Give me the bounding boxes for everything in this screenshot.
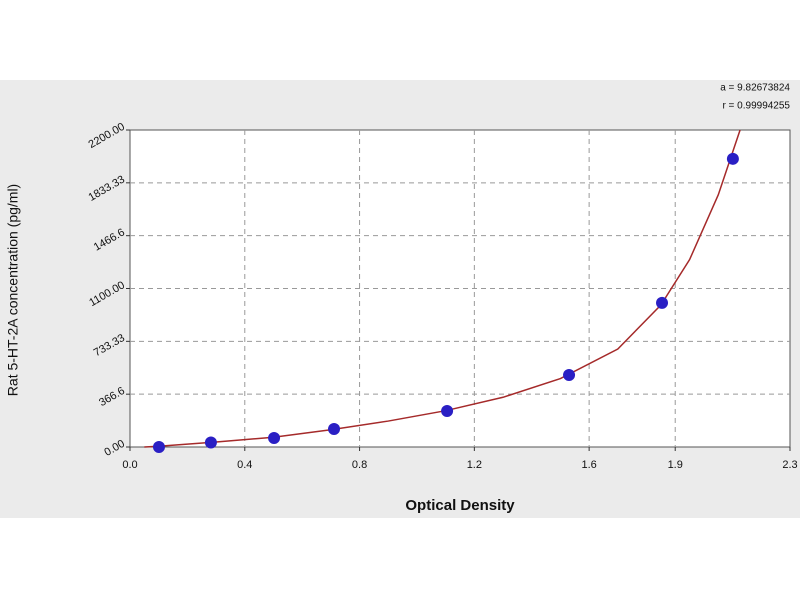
y-axis-title: Rat 5-HT-2A concentration (pg/ml) [5,184,21,396]
annotation: a = 9.82673824 [720,83,790,94]
point [328,422,341,435]
annotation: r = 0.99994255 [722,101,790,112]
point [441,404,454,417]
point [152,441,165,453]
point [268,431,281,444]
fit-curve [144,129,741,448]
point [563,368,576,381]
x-tick-label: 2.3 [782,459,797,471]
x-tick-label: 0.8 [352,459,367,471]
x-tick-label: 0.0 [122,459,137,471]
x-axis-title: Optical Density [405,497,515,514]
x-tick-label: 1.2 [467,459,482,471]
point [204,436,217,449]
x-tick-label: 1.6 [581,459,596,471]
x-tick-label: 1.9 [668,459,683,471]
x-tick-label: 0.4 [237,459,252,471]
point [656,296,669,309]
point [726,152,739,165]
